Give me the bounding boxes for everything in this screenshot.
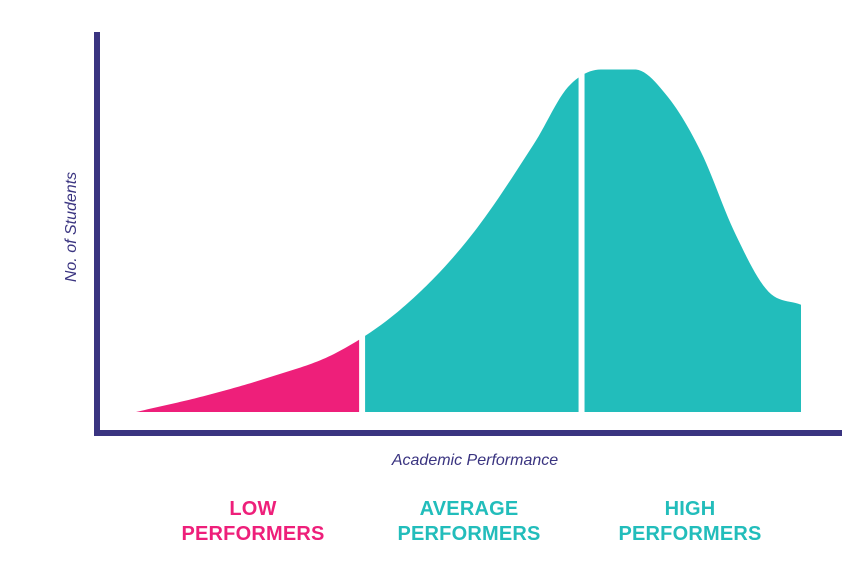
- low-performers-area: [136, 339, 360, 412]
- y-axis-title-text: No. of Students: [63, 171, 80, 283]
- distribution-segments: [136, 69, 801, 413]
- low-performers-label-line1: LOW: [229, 498, 277, 520]
- average-performers-label-line2: PERFORMERS: [397, 523, 541, 545]
- average-performers-area: [365, 77, 579, 412]
- low-performers-label: LOW PERFORMERS: [158, 497, 348, 547]
- low-performers-label-line2: PERFORMERS: [181, 523, 325, 545]
- x-axis-title: Academic Performance: [391, 452, 559, 469]
- high-performers-label: HIGH PERFORMERS: [595, 497, 785, 547]
- high-performers-area: [584, 69, 801, 413]
- average-performers-label: AVERAGE PERFORMERS: [374, 497, 564, 547]
- high-performers-label-line2: PERFORMERS: [618, 523, 762, 545]
- high-performers-label-line1: HIGH: [664, 498, 716, 520]
- average-performers-label-line1: AVERAGE: [419, 498, 519, 520]
